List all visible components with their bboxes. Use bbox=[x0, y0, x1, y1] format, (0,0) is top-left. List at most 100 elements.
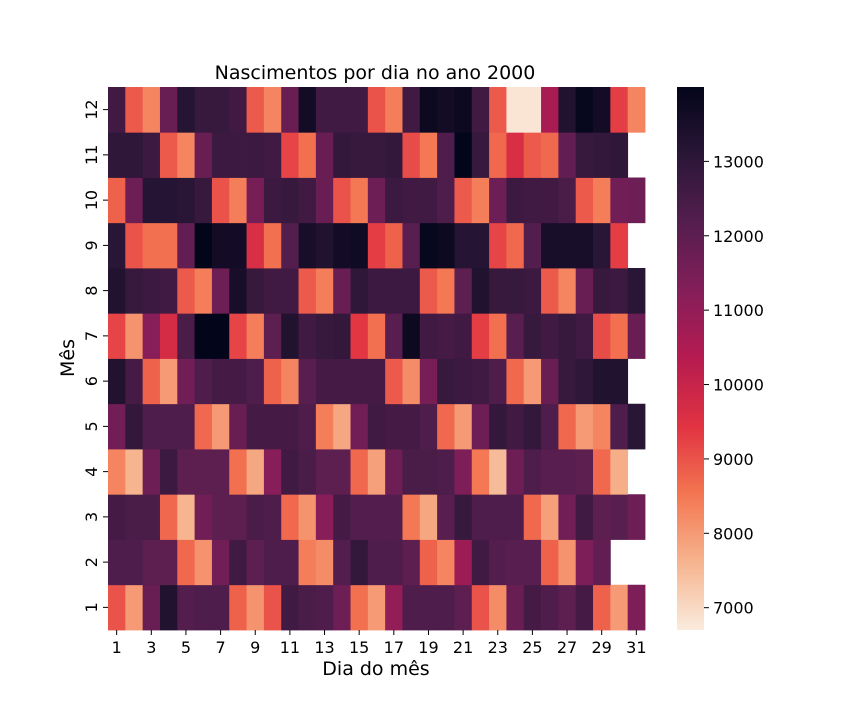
heatmap-cell-m12-d14 bbox=[333, 87, 351, 133]
heatmap-cell-m2-d20 bbox=[437, 539, 455, 586]
heatmap-cell-m9-d11 bbox=[281, 222, 299, 269]
heatmap-cell-m11-d19 bbox=[419, 132, 438, 178]
heatmap-cell-m6-d6 bbox=[194, 358, 213, 405]
heatmap-cell-m11-d16 bbox=[367, 132, 386, 178]
heatmap-cell-m8-d26 bbox=[541, 268, 559, 314]
y-tick-label: 11 bbox=[82, 145, 101, 165]
y-tick-label: 12 bbox=[82, 99, 101, 119]
heatmap-cell-m1-d22 bbox=[471, 584, 490, 631]
x-tick-label: 1 bbox=[112, 638, 122, 657]
heatmap-cell-m6-d10 bbox=[263, 358, 282, 405]
heatmap-cell-m1-d25 bbox=[523, 584, 542, 631]
heatmap-cell-m2-d26 bbox=[541, 539, 559, 586]
heatmap-cell-m11-d12 bbox=[298, 132, 317, 178]
heatmap-cell-m9-d13 bbox=[315, 222, 334, 269]
heatmap-cell-m11-d26 bbox=[541, 132, 559, 178]
heatmap-cell-m11-d1 bbox=[108, 132, 126, 178]
heatmap-cell-m12-d26 bbox=[541, 87, 559, 133]
heatmap-cell-m2-d12 bbox=[298, 539, 317, 586]
heatmap-cell-m6-d12 bbox=[298, 358, 317, 405]
heatmap-cell-m7-d19 bbox=[419, 313, 438, 359]
heatmap-cell-m8-d15 bbox=[350, 268, 369, 314]
heatmap-cell-m10-d10 bbox=[263, 177, 282, 224]
heatmap-cell-m4-d11 bbox=[281, 449, 299, 495]
heatmap-cell-m5-d5 bbox=[177, 403, 196, 450]
heatmap-cell-m11-d22 bbox=[471, 132, 490, 178]
heatmap-cell-m12-d24 bbox=[506, 87, 525, 133]
heatmap-cell-m1-d24 bbox=[506, 584, 525, 631]
heatmap-cell-m4-d18 bbox=[402, 449, 421, 495]
heatmap-cell-m6-d14 bbox=[333, 358, 351, 405]
heatmap-cell-m1-d5 bbox=[177, 584, 196, 631]
heatmap-cell-m5-d6 bbox=[194, 403, 213, 450]
heatmap-cell-m11-d9 bbox=[246, 132, 265, 178]
heatmap-cell-m5-d19 bbox=[419, 403, 438, 450]
heatmap-cell-m3-d16 bbox=[367, 494, 386, 540]
heatmap-cell-m12-d30 bbox=[610, 87, 629, 133]
heatmap-cell-m11-d3 bbox=[142, 132, 161, 178]
heatmap-cell-m10-d9 bbox=[246, 177, 265, 224]
heatmap-cell-m8-d19 bbox=[419, 268, 438, 314]
heatmap-cell-m8-d24 bbox=[506, 268, 525, 314]
heatmap-cell-m11-d14 bbox=[333, 132, 351, 178]
heatmap-cell-m8-d4 bbox=[159, 268, 178, 314]
heatmap-cell-m9-d3 bbox=[142, 222, 161, 269]
heatmap-cell-m2-d14 bbox=[333, 539, 351, 586]
heatmap-cell-m7-d20 bbox=[437, 313, 455, 359]
heatmap-cell-m12-d11 bbox=[281, 87, 299, 133]
heatmap-cell-m7-d15 bbox=[350, 313, 369, 359]
heatmap-cell-m3-d21 bbox=[454, 494, 473, 540]
heatmap-cell-m2-d24 bbox=[506, 539, 525, 586]
heatmap-cell-m9-d30 bbox=[610, 222, 629, 269]
heatmap-cell-m5-d23 bbox=[489, 403, 507, 450]
heatmap-cell-m7-d31 bbox=[627, 313, 646, 359]
heatmap-cell-m3-d6 bbox=[194, 494, 213, 540]
heatmap-cell-m8-d2 bbox=[125, 268, 144, 314]
heatmap-cell-m4-d2 bbox=[125, 449, 144, 495]
y-tick-label: 9 bbox=[82, 240, 101, 250]
heatmap-cell-m8-d9 bbox=[246, 268, 265, 314]
heatmap-cell-m11-d21 bbox=[454, 132, 473, 178]
heatmap-cell-m6-d7 bbox=[211, 358, 230, 405]
heatmap-cell-m5-d12 bbox=[298, 403, 317, 450]
heatmap-cell-m6-d2 bbox=[125, 358, 144, 405]
heatmap-cell-m4-d23 bbox=[489, 449, 507, 495]
heatmap-cell-m5-d22 bbox=[471, 403, 490, 450]
heatmap-cell-m3-d23 bbox=[489, 494, 507, 540]
heatmap-cell-m3-d10 bbox=[263, 494, 282, 540]
heatmap-cell-m10-d7 bbox=[211, 177, 230, 224]
heatmap-cell-m2-d11 bbox=[281, 539, 299, 586]
colorbar-ticks: 7000 8000 9000 10000 11000 12000 13000 bbox=[704, 152, 764, 618]
heatmap-cell-m4-d7 bbox=[211, 449, 230, 495]
heatmap-cell-m3-d7 bbox=[211, 494, 230, 540]
heatmap-cell-m2-d1 bbox=[108, 539, 126, 586]
heatmap-cell-m8-d30 bbox=[610, 268, 629, 314]
heatmap-cell-m3-d25 bbox=[523, 494, 542, 540]
heatmap-cell-m11-d5 bbox=[177, 132, 196, 178]
heatmap-cell-m8-d8 bbox=[229, 268, 247, 314]
heatmap-cell-m4-d16 bbox=[367, 449, 386, 495]
heatmap-cell-m7-d30 bbox=[610, 313, 629, 359]
heatmap-cell-m9-d1 bbox=[108, 222, 126, 269]
heatmap-cell-m10-d12 bbox=[298, 177, 317, 224]
heatmap-cell-m7-d28 bbox=[575, 313, 594, 359]
heatmap-cell-m10-d11 bbox=[281, 177, 299, 224]
heatmap-cell-m1-d7 bbox=[211, 584, 230, 631]
heatmap-cell-m9-d10 bbox=[263, 222, 282, 269]
heatmap-cell-m1-d15 bbox=[350, 584, 369, 631]
heatmap-cell-m12-d3 bbox=[142, 87, 161, 133]
heatmap-cell-m3-d22 bbox=[471, 494, 490, 540]
heatmap-cell-m2-d18 bbox=[402, 539, 421, 586]
heatmap-cell-m11-d2 bbox=[125, 132, 144, 178]
heatmap-cell-m8-d6 bbox=[194, 268, 213, 314]
heatmap-cell-m2-d9 bbox=[246, 539, 265, 586]
heatmap-cell-m11-d4 bbox=[159, 132, 178, 178]
heatmap-cell-m7-d7 bbox=[211, 313, 230, 359]
heatmap-cell-m11-d24 bbox=[506, 132, 525, 178]
heatmap-cell-m4-d8 bbox=[229, 449, 247, 495]
x-tick-label: 27 bbox=[557, 638, 577, 657]
heatmap-cell-m10-d18 bbox=[402, 177, 421, 224]
x-tick-label: 11 bbox=[280, 638, 300, 657]
heatmap-cell-m10-d23 bbox=[489, 177, 507, 224]
heatmap-cell-m10-d29 bbox=[593, 177, 611, 224]
